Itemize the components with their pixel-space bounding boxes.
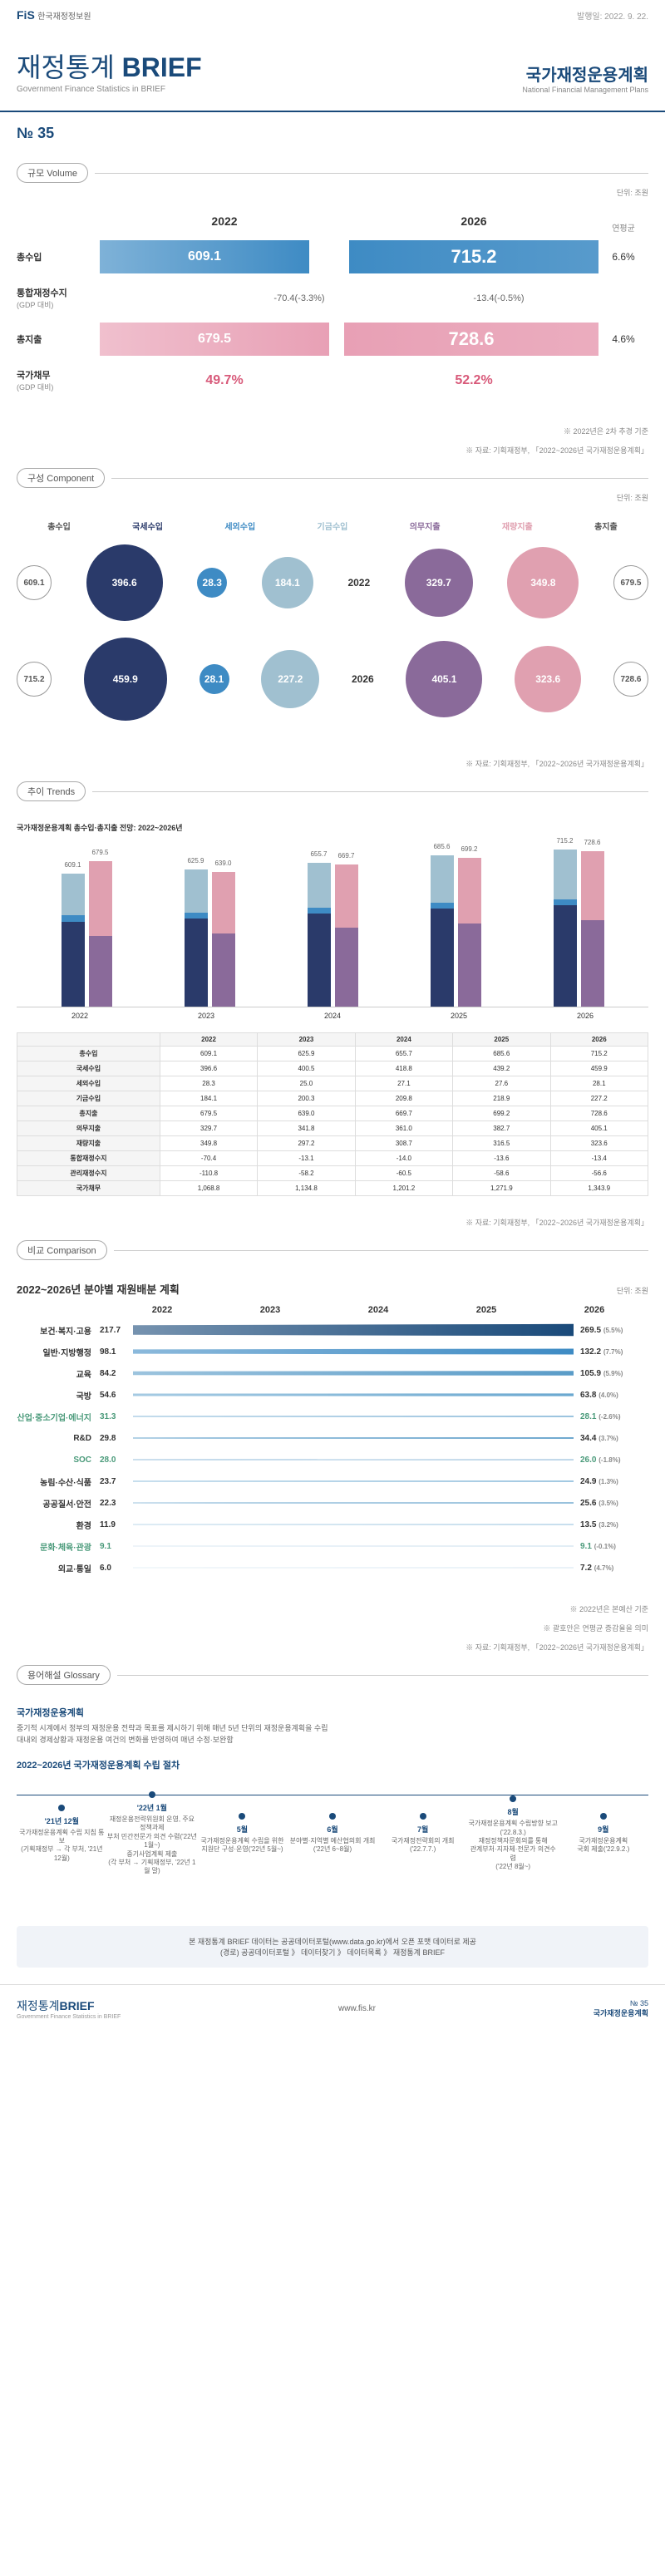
component-header: 구성 Component [0, 460, 665, 492]
comparison-footnote2: ※ 괄호안은 연평균 증감율을 의미 [0, 1618, 665, 1638]
header-bar: FiS 한국재정정보원 발행일: 2022. 9. 22. [0, 0, 665, 30]
glossary-section: 국가재정운용계획 중기적 시계에서 정부의 재정운용 전략과 목표를 제시하기 … [0, 1689, 665, 1909]
volume-footnote2: ※ 자료: 기획재정부, 「2022~2026년 국가재정운용계획」 [0, 441, 665, 460]
volume-section: 2022 2026 연평균 총수입 609.1 715.2 6.6%통합재정수지… [0, 198, 665, 421]
title-row: 재정통계 BRIEF Government Finance Statistics… [0, 30, 665, 112]
comparison-row: 국방 54.6 63.8 (4.0%) [17, 1388, 648, 1401]
component-legend-item: 세외수입 [224, 520, 255, 532]
trends-table: 20222023202420252026총수입609.1625.9655.768… [17, 1032, 648, 1196]
component-unit: 단위: 조원 [0, 492, 665, 503]
comparison-row: 문화·체육·관광 9.1 9.1 (-0.1%) [17, 1539, 648, 1553]
comparison-row: 외교·통일 6.0 7.2 (4.7%) [17, 1561, 648, 1574]
trends-bar-group: 655.7669.7 [308, 863, 358, 1007]
source-box: 본 재정통계 BRIEF 데이터는 공공데이터포털(www.data.go.kr… [17, 1926, 648, 1968]
timeline-item: 8월국가재정운용계획 수립방향 보고('22.8.3.) 재정정책자문회의를 통… [468, 1792, 559, 1871]
component-section: 총수입 국세수입 세외수입 기금수입 의무지출 재량지출 총지출 609.1396.628.… [0, 503, 665, 754]
main-title: 재정통계 BRIEF [17, 47, 202, 85]
comparison-row: 일반·지방행정 98.1 132.2 (7.7%) [17, 1345, 648, 1358]
footer: 재정통계BRIEF Government Finance Statistics … [0, 1984, 665, 2032]
component-legend-item: 총지출 [594, 520, 618, 532]
timeline-item: 6월분야별·지역별 예산협의회 개최 ('22년 6~8월) [288, 1810, 378, 1854]
timeline-item: '22년 1월재정운용전략위원회 운영, 주요 정책과제 부처 민간전문가 의견… [107, 1788, 198, 1876]
right-title: 국가재정운용계획 National Financial Management P… [522, 62, 648, 94]
component-footnote: ※ 자료: 기획재정부, 「2022~2026년 국가재정운용계획」 [0, 754, 665, 773]
comparison-row: SOC 28.0 26.0 (-1.8%) [17, 1453, 648, 1466]
comparison-row: 교육 84.2 105.9 (5.9%) [17, 1367, 648, 1380]
timeline-item: 5월국가재정운용계획 수립을 위한 지원단 구성·운영('22년 5월~) [197, 1810, 288, 1854]
timeline-item: 7월국가재정전략회의 개최 ('22.7.7.) [377, 1810, 468, 1854]
volume-row: 통합재정수지(GDP 대비) -70.4(-3.3%)-13.4(-0.5%) [17, 286, 648, 310]
component-legend-item: 총수입 [47, 520, 71, 532]
comparison-row: 보건·복지·고용 217.7 269.5 (5.5%) [17, 1323, 648, 1337]
comparison-row: 환경 11.9 13.5 (3.2%) [17, 1518, 648, 1531]
trends-header: 추이 Trends [0, 773, 665, 805]
org-logo: FiS 한국재정정보원 [17, 8, 91, 22]
publish-date: 발행일: 2022. 9. 22. [577, 9, 648, 22]
debt-row: 국가채무 (GDP 대비) 49.7% 52.2% [17, 368, 648, 392]
issue-number: № 35 [0, 112, 665, 155]
component-legend-item: 의무지출 [410, 520, 441, 532]
comparison-footnote1: ※ 2022년은 본예산 기준 [0, 1599, 665, 1618]
volume-unit: 단위: 조원 [0, 187, 665, 198]
volume-footnote1: ※ 2022년은 2차 추경 기준 [0, 421, 665, 441]
component-row: 715.2459.928.1227.22026405.1323.6728.6 [17, 638, 648, 721]
trends-section: 국가재정운용계획 총수입·총지출 전망: 2022~2026년 609.1679… [0, 805, 665, 1213]
comparison-row: 농림·수산·식품 23.7 24.9 (1.3%) [17, 1475, 648, 1488]
volume-row: 총지출 679.5 728.6 4.6% [17, 323, 648, 356]
comparison-section: 2022~2026년 분야별 재원배분 계획 단위: 조원 2022202320… [0, 1264, 665, 1599]
trends-bar-group: 625.9639.0 [185, 869, 235, 1007]
volume-header: 규모 Volume [0, 155, 665, 187]
comparison-header: 비교 Comparison [0, 1232, 665, 1264]
comparison-row: R&D 29.8 34.4 (3.7%) [17, 1431, 648, 1445]
trends-bar-group: 685.6699.2 [431, 855, 481, 1007]
comparison-footnote3: ※ 자료: 기획재정부, 「2022~2026년 국가재정운용계획」 [0, 1638, 665, 1657]
comparison-row: 공공질서·안전 22.3 25.6 (3.5%) [17, 1496, 648, 1510]
timeline-item: 9월국가재정운용계획 국회 제출('22.9.2.) [558, 1810, 648, 1854]
component-row: 609.1396.628.3184.12022329.7349.8679.5 [17, 544, 648, 621]
comparison-row: 산업·중소기업·에너지 31.3 28.1 (-2.6%) [17, 1410, 648, 1423]
trends-bar-group: 609.1679.5 [62, 861, 112, 1007]
component-legend-item: 기금수입 [318, 520, 348, 532]
trends-footnote: ※ 자료: 기획재정부, 「2022~2026년 국가재정운용계획」 [0, 1213, 665, 1232]
timeline-item: '21년 12월국가재정운용계획 수립 지침 통보 (기획재정부 → 각 부처,… [17, 1801, 107, 1864]
timeline: '21년 12월국가재정운용계획 수립 지침 통보 (기획재정부 → 각 부처,… [17, 1788, 648, 1876]
component-legend-item: 재량지출 [502, 520, 533, 532]
trends-bar-group: 715.2728.6 [554, 850, 604, 1007]
main-subtitle: Government Finance Statistics in BRIEF [17, 85, 202, 94]
volume-row: 총수입 609.1 715.2 6.6% [17, 240, 648, 273]
glossary-header: 용어해설 Glossary [0, 1657, 665, 1689]
component-legend-item: 국세수입 [132, 520, 163, 532]
